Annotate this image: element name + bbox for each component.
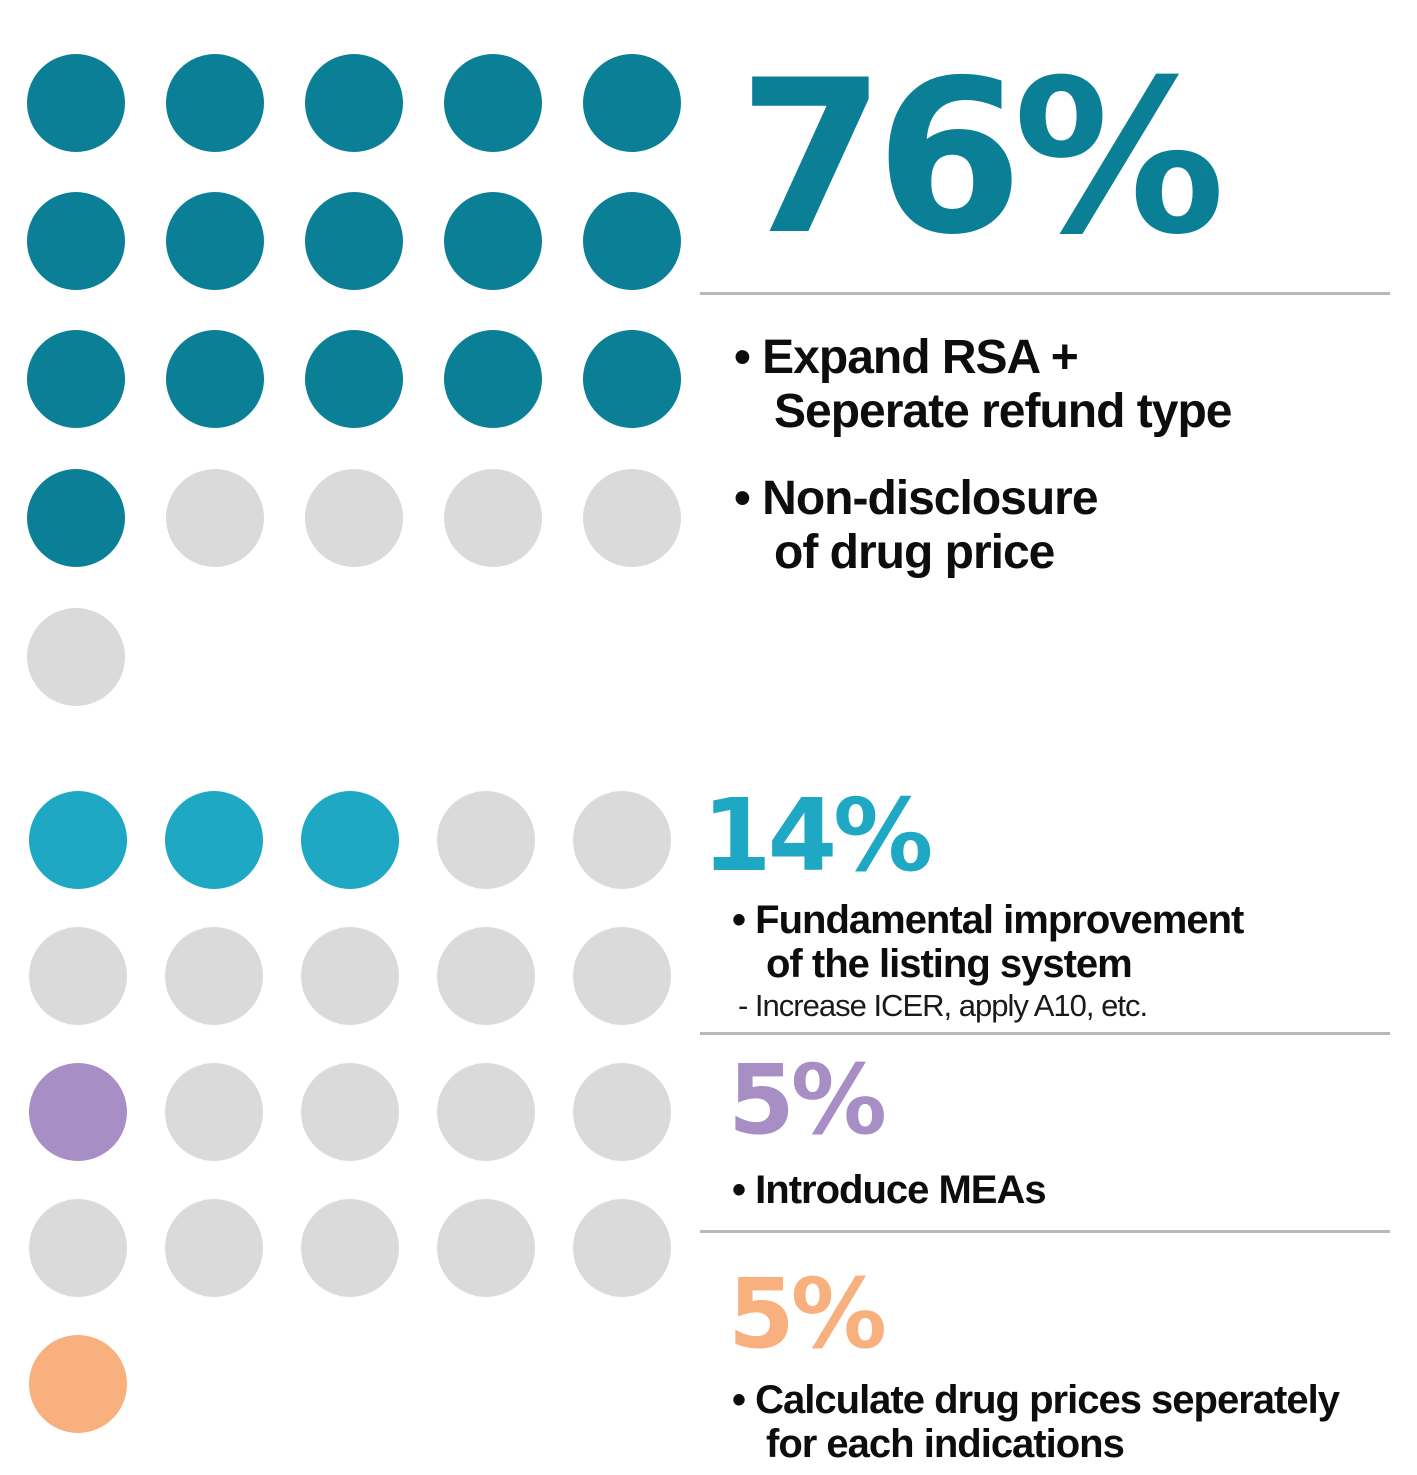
empty-dot <box>437 927 535 1025</box>
empty-dot <box>583 469 681 567</box>
percentage-76: 76% <box>738 34 1225 281</box>
filled-dot <box>27 330 125 428</box>
empty-dot <box>437 1063 535 1161</box>
filled-dot <box>27 469 125 567</box>
percentage-5-purple: 5% <box>728 1044 887 1156</box>
filled-dot <box>583 54 681 152</box>
empty-dot <box>573 1199 671 1297</box>
filled-dot <box>166 54 264 152</box>
filled-dot <box>444 54 542 152</box>
filled-dot <box>166 192 264 290</box>
empty-dot <box>573 1063 671 1161</box>
filled-dot <box>305 330 403 428</box>
bullet-introduce-meas: • Introduce MEAs <box>732 1168 1047 1212</box>
empty-dot <box>165 1063 263 1161</box>
empty-dot <box>305 469 403 567</box>
empty-dot <box>165 1199 263 1297</box>
bullet-calculate-drug-prices: • Calculate drug prices seperately for e… <box>732 1378 1340 1466</box>
empty-dot <box>301 927 399 1025</box>
empty-dot <box>27 608 125 706</box>
filled-dot <box>305 192 403 290</box>
divider-76 <box>700 292 1390 295</box>
filled-dot <box>301 791 399 889</box>
empty-dot <box>29 1199 127 1297</box>
filled-dot <box>29 791 127 889</box>
bullet-expand-rsa: • Expand RSA + Seperate refund type <box>734 331 1232 438</box>
empty-dot <box>301 1199 399 1297</box>
percentage-5-orange: 5% <box>728 1258 887 1370</box>
empty-dot <box>573 927 671 1025</box>
empty-dot <box>573 791 671 889</box>
filled-dot <box>29 1335 127 1433</box>
divider-14 <box>700 1032 1390 1035</box>
filled-dot <box>444 192 542 290</box>
filled-dot <box>27 192 125 290</box>
empty-dot <box>166 469 264 567</box>
empty-dot <box>301 1063 399 1161</box>
filled-dot <box>583 330 681 428</box>
percentage-14: 14% <box>702 777 933 894</box>
filled-dot <box>166 330 264 428</box>
note-increase-icer: - Increase ICER, apply A10, etc. <box>738 988 1148 1023</box>
empty-dot <box>437 791 535 889</box>
filled-dot <box>165 791 263 889</box>
empty-dot <box>437 1199 535 1297</box>
filled-dot <box>305 54 403 152</box>
empty-dot <box>444 469 542 567</box>
bullet-non-disclosure: • Non-disclosure of drug price <box>734 472 1099 579</box>
bullet-fundamental-improvement: • Fundamental improvement of the listing… <box>732 898 1244 986</box>
filled-dot <box>29 1063 127 1161</box>
filled-dot <box>444 330 542 428</box>
filled-dot <box>583 192 681 290</box>
empty-dot <box>165 927 263 1025</box>
filled-dot <box>27 54 125 152</box>
divider-5 <box>700 1230 1390 1233</box>
empty-dot <box>29 927 127 1025</box>
